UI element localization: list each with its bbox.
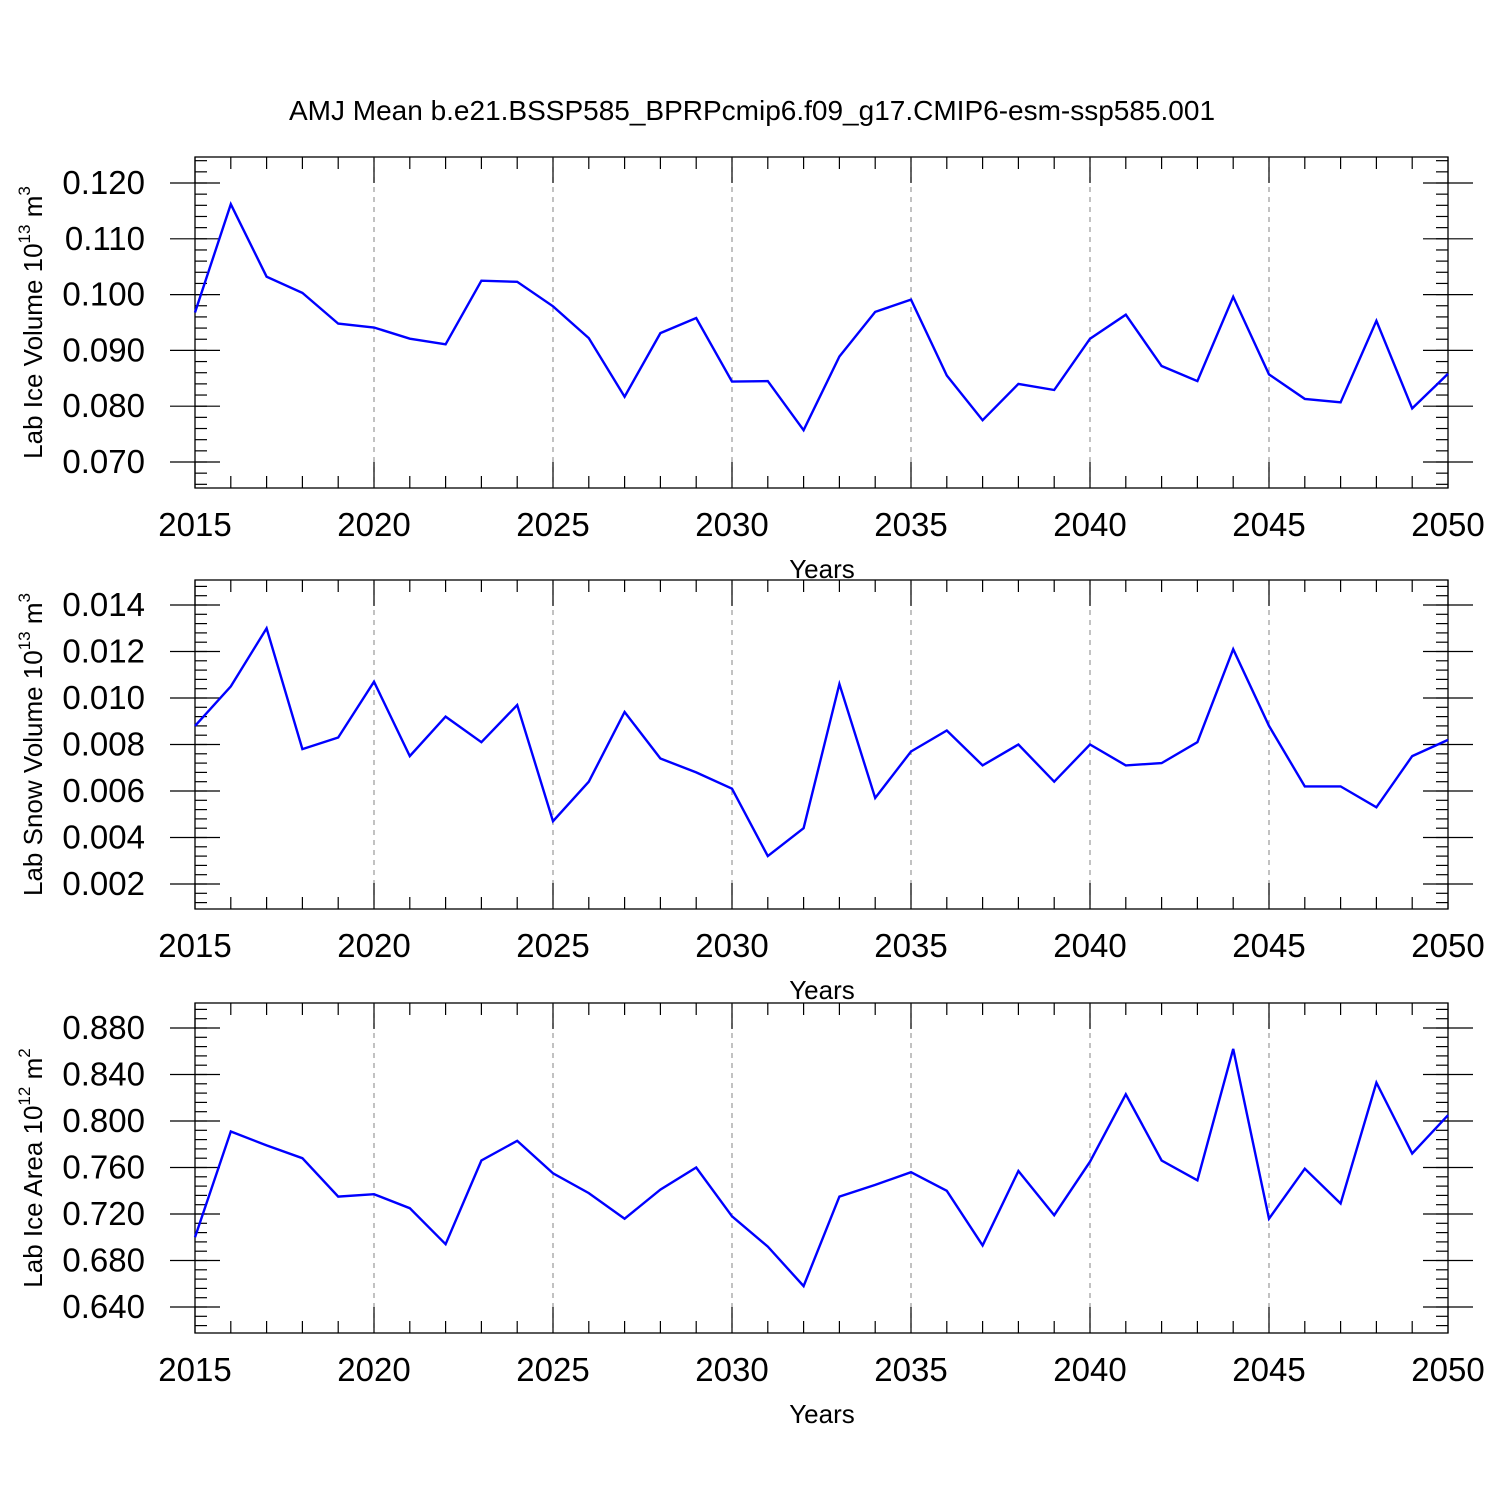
x-tick-label: 2025 [516, 506, 589, 543]
y-tick-label: 0.010 [62, 679, 145, 716]
y-axis-label-exponent: 12 [15, 1087, 34, 1106]
x-tick-label: 2020 [337, 927, 410, 964]
y-tick-label: 0.012 [62, 633, 145, 670]
x-tick-label: 2035 [874, 1351, 947, 1388]
y-axis-label-main: Lab Ice Area 10 [18, 1106, 48, 1288]
x-tick-label: 2045 [1232, 927, 1305, 964]
series-line [193, 1048, 1449, 1289]
y-axis-label-exponent: 13 [15, 631, 34, 650]
y-tick-label: 0.006 [62, 772, 145, 809]
x-tick-label: 2035 [874, 927, 947, 964]
y-axis-label-unit: m [18, 1058, 48, 1087]
y-axis-label-unit: m [18, 602, 48, 631]
y-tick-label: 0.680 [62, 1242, 145, 1279]
x-tick-label: 2040 [1053, 1351, 1126, 1388]
y-tick-label: 0.004 [62, 819, 145, 856]
series-line [194, 625, 1449, 858]
chart-panel-2: 0.002 0.004 0.006 0.008 0.010 0.012 0.014 2015 2… [15, 579, 1485, 1005]
y-tick-label: 0.640 [62, 1288, 145, 1325]
x-tick-label: 2015 [158, 927, 231, 964]
y-axis-label: Lab Ice Volume 1013 m3 [15, 186, 48, 459]
y-tick-label: 0.120 [62, 164, 145, 201]
x-tick-label: 2050 [1411, 927, 1484, 964]
x-tick-label: 2045 [1232, 1351, 1305, 1388]
x-tick-label: 2020 [337, 506, 410, 543]
y-tick-label: 0.110 [65, 220, 145, 257]
y-axis-label-unit-exponent: 3 [15, 593, 34, 602]
y-tick-label: 0.070 [62, 443, 145, 480]
chart-panel-3: 0.640 0.680 0.720 0.760 0.800 0.840 0.880 2015 2… [15, 1002, 1485, 1429]
x-axis-label: Years [789, 975, 855, 1005]
y-axis-label-exponent: 13 [15, 225, 34, 244]
x-tick-label: 2030 [695, 1351, 768, 1388]
x-tick-label: 2030 [695, 927, 768, 964]
y-tick-label: 0.014 [62, 586, 145, 623]
x-axis-label: Years [789, 554, 855, 584]
y-axis-label-unit-exponent: 3 [15, 186, 34, 195]
y-tick-label: 0.080 [62, 387, 145, 424]
y-tick-label: 0.800 [62, 1102, 145, 1139]
y-axis-label-main: Lab Ice Volume 10 [18, 243, 48, 458]
plot-frame [194, 1002, 1449, 1334]
x-tick-label: 2050 [1411, 1351, 1484, 1388]
y-tick-label: 0.008 [62, 726, 145, 763]
x-tick-label: 2035 [874, 506, 947, 543]
y-axis-label: Lab Ice Area 1012 m2 [15, 1048, 48, 1287]
x-tick-label: 2020 [337, 1351, 410, 1388]
plot-frame [194, 579, 1449, 910]
y-tick-label: 0.840 [62, 1056, 145, 1093]
plot-frame [194, 156, 1449, 489]
x-tick-label: 2040 [1053, 927, 1126, 964]
x-tick-label: 2015 [158, 1351, 231, 1388]
y-tick-label: 0.100 [62, 276, 145, 313]
x-tick-label: 2025 [516, 927, 589, 964]
y-tick-label: 0.090 [62, 331, 145, 368]
y-tick-label: 0.002 [62, 865, 145, 902]
chart-panel-1: 0.070 0.080 0.090 0.100 0.110 0.120 2015 2020 20… [15, 156, 1485, 584]
y-tick-label: 0.760 [62, 1149, 145, 1186]
series-line [193, 201, 1449, 433]
x-tick-label: 2015 [158, 506, 231, 543]
figure-title: AMJ Mean b.e21.BSSP585_BPRPcmip6.f09_g17… [289, 95, 1215, 126]
x-axis-label: Years [789, 1399, 855, 1429]
x-tick-label: 2025 [516, 1351, 589, 1388]
y-axis-label-unit-exponent: 2 [15, 1048, 34, 1057]
y-axis-label-main: Lab Snow Volume 10 [18, 650, 48, 896]
y-axis-label: Lab Snow Volume 1013 m3 [15, 593, 48, 896]
x-tick-label: 2040 [1053, 506, 1126, 543]
x-tick-label: 2045 [1232, 506, 1305, 543]
y-tick-label: 0.880 [62, 1009, 145, 1046]
x-tick-label: 2030 [695, 506, 768, 543]
y-axis-label-unit: m [18, 196, 48, 225]
x-tick-label: 2050 [1411, 506, 1484, 543]
y-tick-label: 0.720 [62, 1195, 145, 1232]
